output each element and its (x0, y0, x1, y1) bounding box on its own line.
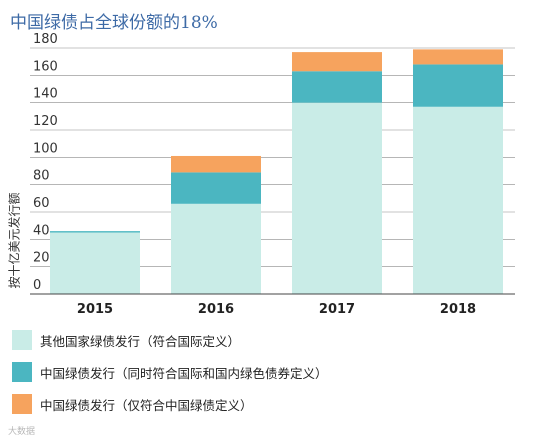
y-tick-label: 40 (33, 223, 50, 238)
legend: 其他国家绿债发行（符合国际定义） 中国绿债发行（同时符合国际和国内绿色债券定义）… (12, 330, 328, 426)
bar-segment (50, 231, 140, 232)
y-axis-label-wrap: 按十亿美元发行额 (2, 180, 26, 300)
legend-item-china-only-definition: 中国绿债发行（仅符合中国绿债定义） (12, 394, 328, 414)
x-tick-label: 2017 (319, 302, 355, 317)
y-tick-label: 20 (33, 251, 50, 266)
bar-segment (292, 71, 382, 102)
bar-segment (413, 107, 503, 294)
x-tick-label: 2015 (77, 302, 113, 317)
legend-label: 其他国家绿债发行（符合国际定义） (40, 331, 240, 350)
legend-label: 中国绿债发行（仅符合中国绿债定义） (40, 395, 253, 414)
y-tick-label: 140 (33, 87, 58, 102)
y-tick-label: 160 (33, 59, 58, 74)
y-tick-label: 60 (33, 196, 50, 211)
y-tick-label: 100 (33, 141, 58, 156)
bar-segment (292, 52, 382, 71)
bar-segment (171, 156, 261, 172)
bar-segment (171, 204, 261, 294)
y-axis-label: 按十亿美元发行额 (6, 192, 23, 288)
bar-segment (292, 103, 382, 294)
watermark: 大数据 (8, 424, 35, 437)
y-tick-label: 80 (33, 169, 50, 184)
legend-item-other-countries: 其他国家绿债发行（符合国际定义） (12, 330, 328, 350)
y-tick-label: 0 (33, 278, 41, 293)
bar-segment (171, 172, 261, 203)
x-tick-label: 2018 (440, 302, 476, 317)
bar-segment (413, 64, 503, 106)
legend-swatch (12, 330, 32, 350)
legend-swatch (12, 394, 32, 414)
x-tick-label: 2016 (198, 302, 234, 317)
bar-segment (413, 49, 503, 64)
x-axis-ticks: 2015 2016 2017 2018 (77, 302, 476, 317)
y-tick-label: 180 (33, 32, 58, 47)
legend-label: 中国绿债发行（同时符合国际和国内绿色债券定义） (40, 363, 328, 382)
bar-segment (50, 233, 140, 295)
bars (50, 49, 503, 294)
y-tick-label: 120 (33, 114, 58, 129)
legend-swatch (12, 362, 32, 382)
legend-item-china-both-definitions: 中国绿债发行（同时符合国际和国内绿色债券定义） (12, 362, 328, 382)
